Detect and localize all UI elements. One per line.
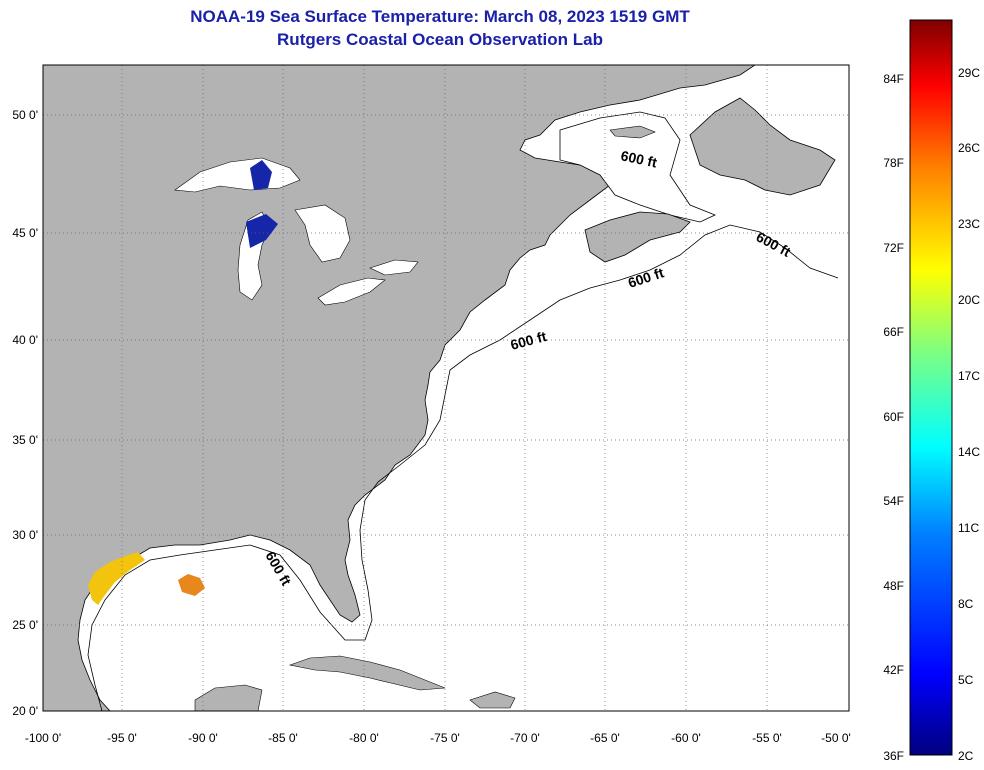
land-anticosti bbox=[609, 125, 656, 139]
gulf-st-lawrence bbox=[559, 111, 717, 223]
colorbar-c-label: 29C bbox=[958, 66, 980, 80]
colorbar-f-label: 72F bbox=[883, 241, 904, 255]
colorbar-f-label: 66F bbox=[883, 325, 904, 339]
lon-label: -75 0' bbox=[430, 731, 460, 745]
lon-label: -65 0' bbox=[590, 731, 620, 745]
lon-label: -70 0' bbox=[510, 731, 540, 745]
colorbar-f-label: 48F bbox=[883, 579, 904, 593]
lat-axis: 50 0' 45 0' 40 0' 35 0' 30 0' 25 0' 20 0… bbox=[12, 108, 38, 718]
colorbar bbox=[909, 19, 953, 756]
colorbar-f-label: 54F bbox=[883, 494, 904, 508]
lat-label: 50 0' bbox=[12, 108, 38, 122]
colorbar-c-label: 8C bbox=[958, 597, 974, 611]
lon-label: -50 0' bbox=[821, 731, 851, 745]
lon-label: -60 0' bbox=[671, 731, 701, 745]
land-hispaniola bbox=[469, 691, 516, 709]
sst-patch-gulf-central bbox=[178, 574, 205, 596]
lon-label: -100 0' bbox=[25, 731, 61, 745]
isobath-600ft bbox=[87, 224, 839, 711]
lon-label: -55 0' bbox=[752, 731, 782, 745]
lat-label: 40 0' bbox=[12, 333, 38, 347]
lon-label: -90 0' bbox=[188, 731, 218, 745]
colorbar-f-label: 84F bbox=[883, 72, 904, 86]
lon-label: -80 0' bbox=[349, 731, 379, 745]
colorbar-c-label: 2C bbox=[958, 749, 974, 763]
sst-patch-superior bbox=[250, 160, 272, 190]
lat-label: 30 0' bbox=[12, 528, 38, 542]
colorbar-f-labels: 84F 78F 72F 66F 60F 54F 48F 42F 36F bbox=[883, 72, 904, 763]
lake-huron bbox=[294, 204, 351, 263]
lat-label: 25 0' bbox=[12, 618, 38, 632]
chart-subtitle: Rutgers Coastal Ocean Observation Lab bbox=[277, 30, 603, 49]
sst-patch-michigan bbox=[246, 214, 278, 248]
colorbar-c-label: 17C bbox=[958, 369, 980, 383]
map-border bbox=[42, 64, 850, 712]
lon-label: -85 0' bbox=[268, 731, 298, 745]
colorbar-f-label: 36F bbox=[883, 749, 904, 763]
chart-title: NOAA-19 Sea Surface Temperature: March 0… bbox=[190, 7, 690, 26]
land-nova-scotia bbox=[584, 211, 691, 263]
colorbar-c-label: 14C bbox=[958, 445, 980, 459]
land-newfoundland bbox=[689, 97, 836, 196]
isobath-label-1: 600 ft bbox=[619, 147, 658, 170]
colorbar-c-label: 23C bbox=[958, 217, 980, 231]
land-yucatan bbox=[194, 684, 263, 711]
lake-ontario bbox=[369, 259, 419, 276]
lake-erie bbox=[317, 277, 386, 306]
colorbar-f-label: 42F bbox=[883, 663, 904, 677]
lat-label: 45 0' bbox=[12, 226, 38, 240]
land-cuba bbox=[288, 655, 446, 691]
lon-axis: -100 0' -95 0' -90 0' -85 0' -80 0' -75 … bbox=[25, 731, 851, 745]
colorbar-f-label: 78F bbox=[883, 156, 904, 170]
colorbar-c-label: 20C bbox=[958, 293, 980, 307]
colorbar-f-label: 60F bbox=[883, 410, 904, 424]
colorbar-c-label: 5C bbox=[958, 673, 974, 687]
lon-label: -95 0' bbox=[107, 731, 137, 745]
lat-label: 20 0' bbox=[12, 704, 38, 718]
land-north-america bbox=[43, 65, 756, 711]
lat-label: 35 0' bbox=[12, 433, 38, 447]
sst-patch-texas-coast bbox=[88, 552, 145, 605]
colorbar-c-label: 26C bbox=[958, 141, 980, 155]
colorbar-c-labels: 29C 26C 23C 20C 17C 14C 11C 8C 5C 2C bbox=[958, 66, 980, 763]
colorbar-c-label: 11C bbox=[958, 521, 979, 535]
